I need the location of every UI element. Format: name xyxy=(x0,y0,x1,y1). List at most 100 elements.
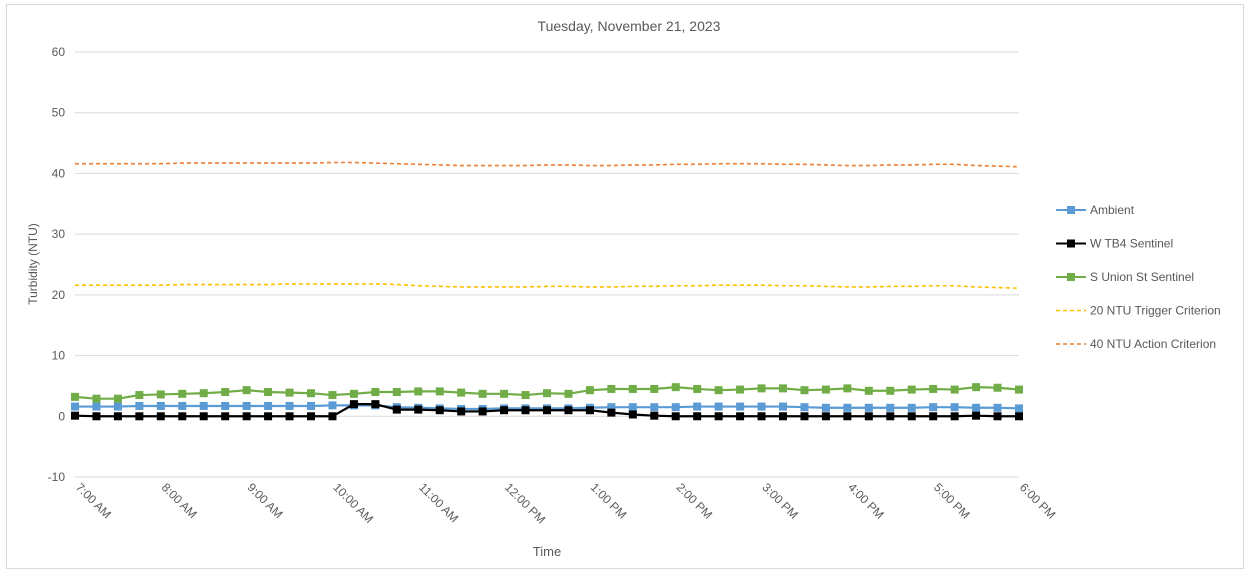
data-point xyxy=(929,412,938,421)
data-point xyxy=(779,402,787,411)
data-point xyxy=(886,403,895,412)
data-point xyxy=(435,387,444,396)
data-point xyxy=(800,412,809,421)
data-point xyxy=(478,407,487,416)
y-axis-label: Turbidity (NTU) xyxy=(26,223,40,305)
data-point xyxy=(178,412,187,421)
data-point xyxy=(242,412,251,421)
data-point xyxy=(156,390,165,399)
data-point xyxy=(521,391,530,400)
data-point xyxy=(349,400,358,409)
data-point xyxy=(199,389,208,398)
data-point xyxy=(328,401,337,410)
data-point xyxy=(135,401,144,410)
data-point xyxy=(693,412,702,421)
data-point xyxy=(414,387,423,396)
x-tick-label: 7:00 AM xyxy=(73,480,114,521)
legend-item: S Union St Sentinel xyxy=(1056,270,1194,284)
data-point xyxy=(607,403,616,412)
data-point xyxy=(414,405,423,414)
data-point xyxy=(628,384,637,393)
data-point xyxy=(950,385,959,394)
legend-label: S Union St Sentinel xyxy=(1090,270,1194,284)
data-point xyxy=(564,389,573,398)
legend-label: Ambient xyxy=(1090,203,1135,217)
data-point xyxy=(843,403,852,412)
x-tick-label: 2:00 PM xyxy=(674,480,716,522)
chart-title: Tuesday, November 21, 2023 xyxy=(538,18,721,34)
y-tick-labels: -10 0 10 20 30 40 50 60 xyxy=(48,45,66,484)
data-point xyxy=(435,406,444,415)
data-point xyxy=(221,388,230,396)
data-point xyxy=(929,384,938,393)
legend-item: W TB4 Sentinel xyxy=(1056,237,1173,251)
data-point xyxy=(843,412,852,421)
data-point xyxy=(178,389,187,398)
data-point xyxy=(907,412,916,421)
data-point xyxy=(221,412,230,421)
data-point xyxy=(736,402,745,411)
data-point xyxy=(800,386,809,395)
data-point xyxy=(864,403,873,412)
legend-label: 40 NTU Action Criterion xyxy=(1090,337,1216,351)
y-tick-label: 50 xyxy=(52,106,66,120)
data-point xyxy=(113,412,122,421)
series-layer xyxy=(71,161,1023,421)
data-point xyxy=(1015,412,1023,421)
data-point xyxy=(714,412,723,421)
x-tick-labels: 7:00 AM 8:00 AM 9:00 AM 10:00 AM 11:00 AM 12:… xyxy=(73,480,1059,526)
data-point xyxy=(285,401,294,410)
data-point xyxy=(821,403,830,412)
data-point xyxy=(993,383,1002,392)
data-point xyxy=(264,401,273,410)
data-point xyxy=(199,401,208,410)
x-tick-label: 1:00 PM xyxy=(588,480,630,522)
y-tick-label: 40 xyxy=(52,166,66,180)
data-point xyxy=(135,412,144,421)
data-point xyxy=(307,401,315,410)
data-point xyxy=(714,386,723,395)
data-point xyxy=(650,411,659,420)
data-point xyxy=(585,406,594,415)
x-tick-label: 5:00 PM xyxy=(931,480,973,522)
data-point xyxy=(113,394,122,403)
data-point xyxy=(221,401,230,410)
data-point xyxy=(607,408,616,417)
data-point xyxy=(500,406,509,415)
x-axis-label: Time xyxy=(533,544,561,559)
data-point xyxy=(714,402,723,411)
y-tick-label: 60 xyxy=(52,45,66,59)
data-point xyxy=(392,405,401,414)
x-tick-label: 11:00 AM xyxy=(416,480,461,525)
series-line xyxy=(75,161,1020,168)
data-point xyxy=(671,412,680,421)
data-point xyxy=(821,412,830,421)
data-point xyxy=(843,384,852,393)
data-point xyxy=(156,412,165,421)
data-point xyxy=(585,386,594,395)
series-40-ntu-action-criterion xyxy=(75,161,1020,168)
data-point xyxy=(864,386,873,395)
data-point xyxy=(349,389,358,398)
legend: Ambient W TB4 Sentinel S Union St Sentinel… xyxy=(1056,203,1221,351)
data-point xyxy=(650,384,659,393)
y-tick-label: 10 xyxy=(52,349,66,363)
data-point xyxy=(500,389,509,398)
data-point xyxy=(71,402,79,411)
legend-item: 20 NTU Trigger Criterion xyxy=(1056,304,1221,318)
data-point xyxy=(457,407,466,416)
data-point xyxy=(693,384,702,393)
data-point xyxy=(242,386,251,395)
legend-marker xyxy=(1067,273,1075,281)
data-point xyxy=(950,403,959,412)
x-tick-label: 9:00 AM xyxy=(245,480,286,521)
x-tick-label: 3:00 PM xyxy=(759,480,801,522)
data-point xyxy=(671,383,680,392)
data-point xyxy=(199,412,208,421)
data-point xyxy=(907,385,916,394)
legend-label: W TB4 Sentinel xyxy=(1090,237,1173,251)
series-line xyxy=(75,283,1020,289)
data-point xyxy=(779,412,787,421)
data-point xyxy=(135,391,144,400)
data-point xyxy=(736,385,745,394)
